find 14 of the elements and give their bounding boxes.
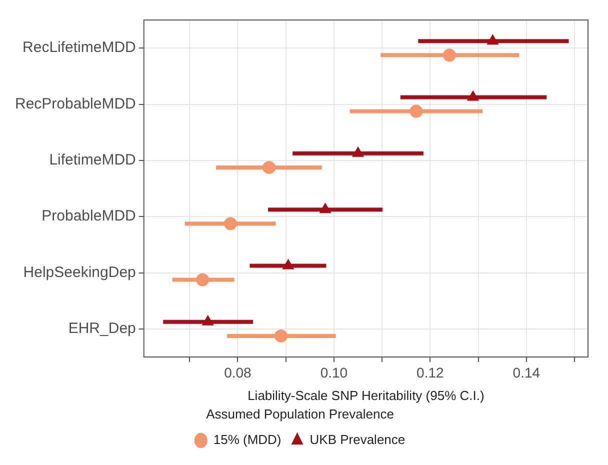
legend-label: UKB Prevalence <box>310 432 406 448</box>
x-tick-label: 0.10 <box>320 364 348 380</box>
legend-label: 15% (MDD) <box>213 432 282 448</box>
y-tick-label: LifetimeMDD <box>49 152 136 169</box>
legend-title: Assumed Population Prevalence <box>206 406 394 422</box>
x-axis-title: Liability-Scale SNP Heritability (95% C.I.) <box>248 388 484 404</box>
y-tick-label: RecProbableMDD <box>14 95 136 112</box>
y-tick-label: ProbableMDD <box>42 208 136 225</box>
x-tick-label: 0.12 <box>416 364 444 380</box>
x-tick-label: 0.14 <box>512 364 540 380</box>
x-tick-label: 0.08 <box>224 364 252 380</box>
y-tick-label: HelpSeekingDep <box>23 264 136 281</box>
y-tick-label: EHR_Dep <box>68 320 136 338</box>
y-tick-label: RecLifetimeMDD <box>22 39 136 56</box>
